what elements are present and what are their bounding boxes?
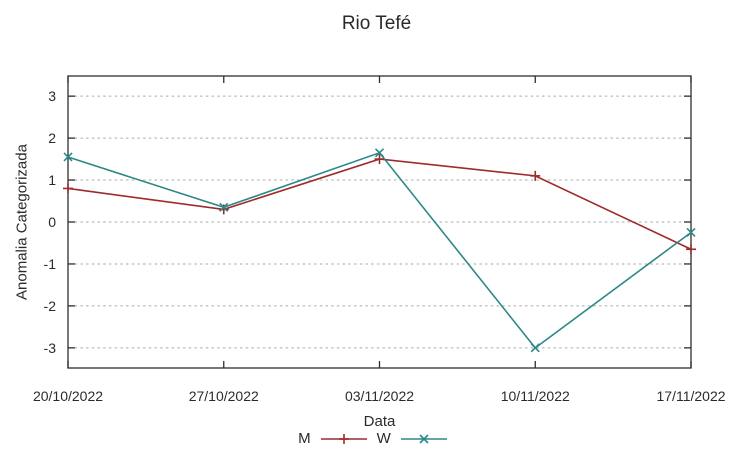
series-line-W <box>67 151 692 349</box>
chart-title: Rio Tefé <box>341 13 412 34</box>
legend-sample-W <box>400 433 447 444</box>
cross-marker <box>63 152 73 162</box>
series-line-M <box>67 158 692 250</box>
legend-sample-M <box>320 433 367 444</box>
y-axis-label: Anomalia Categorizada <box>13 144 31 300</box>
y-tick-label: -1 <box>44 256 57 272</box>
cross-marker <box>374 148 385 158</box>
x-tick-label: 10/11/2022 <box>501 388 570 404</box>
legend-label-M: M <box>298 430 311 447</box>
legend-label-W: W <box>376 430 391 447</box>
x-tick-label: 20/10/2022 <box>33 388 103 404</box>
y-tick-label: 2 <box>48 130 56 146</box>
y-tick-label: 3 <box>48 88 56 104</box>
y-tick-label: -2 <box>44 298 57 314</box>
cross-marker <box>219 202 229 212</box>
y-tick-label: 0 <box>48 214 56 230</box>
cross-marker <box>530 343 540 353</box>
y-tick-label: -3 <box>44 340 57 356</box>
cross-marker <box>419 433 429 444</box>
x-tick-label: 17/11/2022 <box>656 388 725 404</box>
x-tick-label: 03/11/2022 <box>345 388 414 404</box>
x-tick-label: 27/10/2022 <box>189 388 259 404</box>
x-axis-label: Data <box>363 413 396 430</box>
cross-marker <box>686 227 696 238</box>
y-tick-label: 1 <box>48 172 56 188</box>
